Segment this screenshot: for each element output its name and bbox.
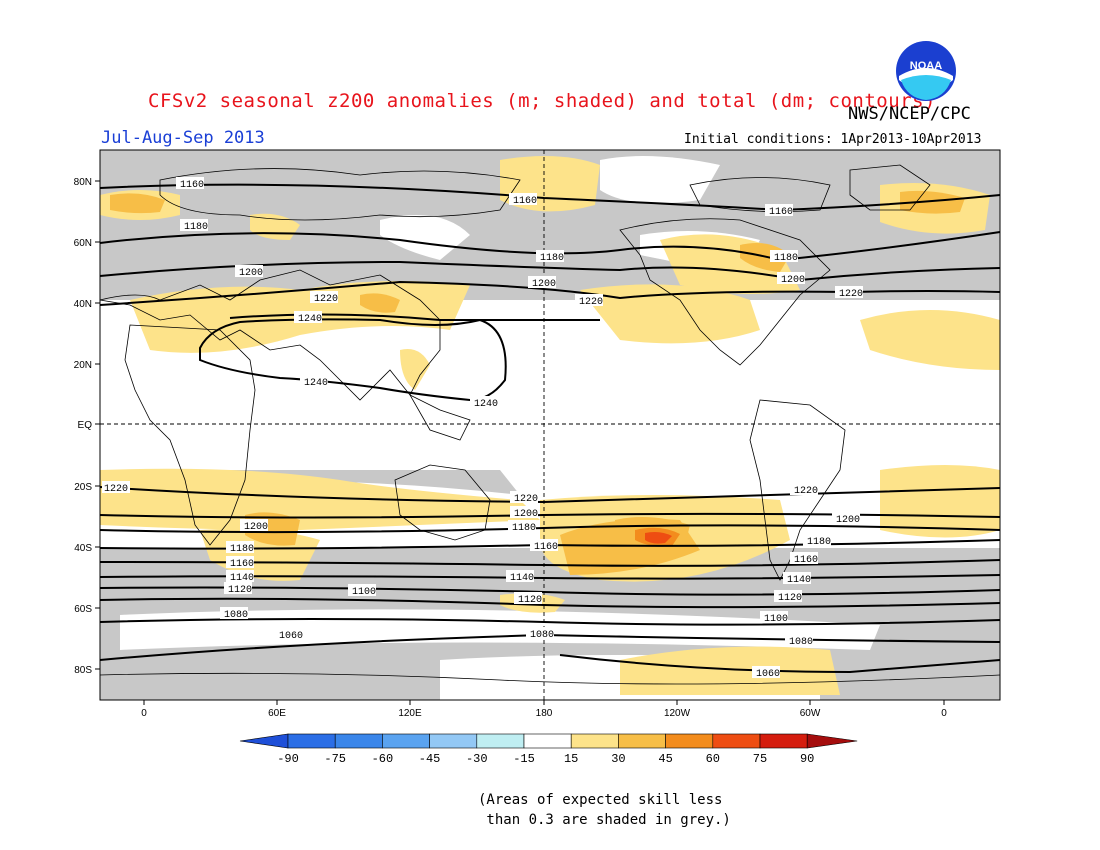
- contour-labels: 1160 1160 1160 1180 1180 1180 1200 1200 …: [102, 177, 863, 680]
- lon-label: 0: [941, 708, 947, 719]
- colorbar-arrow-right: [806, 733, 858, 749]
- lat-label: EQ: [78, 420, 93, 431]
- colorbar-tick-label: -60: [372, 752, 394, 766]
- contour-label-1200: 1200: [239, 268, 263, 279]
- contour-label-1060: 1060: [279, 631, 303, 642]
- contour-label-1080: 1080: [224, 610, 248, 621]
- contour-label-1200: 1200: [532, 279, 556, 290]
- contour-label-1140: 1140: [787, 575, 811, 586]
- contour-label-1200: 1200: [244, 522, 268, 533]
- colorbar-segment: [523, 733, 572, 749]
- axis-ticks: [95, 180, 945, 705]
- contour-label-1220: 1220: [314, 294, 338, 305]
- contour-label-1140: 1140: [230, 573, 254, 584]
- contour-label-1200: 1200: [514, 509, 538, 520]
- colorbar-tick-label: 90: [800, 752, 814, 766]
- colorbar-tick-label: 30: [611, 752, 625, 766]
- contour-label-1180: 1180: [184, 222, 208, 233]
- contour-label-1220: 1220: [579, 297, 603, 308]
- contour-label-1240: 1240: [298, 314, 322, 325]
- colorbar-segment: [429, 733, 478, 749]
- contour-label-1120: 1120: [228, 585, 252, 596]
- lat-label: 20S: [74, 482, 92, 493]
- contour-label-1140: 1140: [510, 573, 534, 584]
- contour-label-1160: 1160: [513, 196, 537, 207]
- colorbar-segment: [712, 733, 761, 749]
- contour-label-1180: 1180: [512, 523, 536, 534]
- map-frame: [99, 149, 1001, 701]
- contour-label-1120: 1120: [518, 595, 542, 606]
- positive-anomaly-15-30: [100, 156, 1000, 695]
- lon-label: 60W: [800, 708, 821, 719]
- agency-label: NWS/NCEP/CPC: [848, 104, 971, 124]
- colorbar-tick-label: 45: [658, 752, 672, 766]
- contour-label-1160: 1160: [180, 180, 204, 191]
- colorbar-tick-label: 60: [706, 752, 720, 766]
- contour-label-1220: 1220: [514, 494, 538, 505]
- initial-conditions: Initial conditions: 1Apr2013-10Apr2013: [684, 132, 982, 147]
- contour-label-1220: 1220: [794, 486, 818, 497]
- colorbar-arrow-left: [239, 733, 289, 749]
- colorbar-segment: [759, 733, 808, 749]
- contour-label-1180: 1180: [774, 253, 798, 264]
- skill-note: (Areas of expected skill less than 0.3 a…: [478, 792, 731, 828]
- contour-label-1180: 1180: [230, 544, 254, 555]
- contour-label-1220: 1220: [104, 484, 128, 495]
- colorbar-tick-label: -30: [466, 752, 488, 766]
- colorbar-segment: [618, 733, 666, 749]
- contour-label-1180: 1180: [807, 537, 831, 548]
- contour-label-1200: 1200: [836, 515, 860, 526]
- lat-label: 60N: [74, 238, 92, 249]
- colorbar-tick-label: 15: [564, 752, 578, 766]
- contour-label-1240: 1240: [304, 378, 328, 389]
- map-panel: 1160 1160 1160 1180 1180 1180 1200 1200 …: [99, 149, 1001, 701]
- longitude-labels: 0 60E 120E 180 120W 60W 0: [141, 708, 947, 719]
- colorbar-segment: [476, 733, 525, 749]
- contour-label-1240: 1240: [474, 399, 498, 410]
- color-scale-bar: -90 -75 -60 -45 -30 -15 15 30 45 60 75 90: [239, 733, 858, 766]
- contour-label-1160: 1160: [794, 555, 818, 566]
- lat-label: 80N: [74, 177, 92, 188]
- contour-label-1120: 1120: [778, 593, 802, 604]
- forecast-period: Jul-Aug-Sep 2013: [101, 128, 265, 148]
- colorbar-tick-label: -45: [419, 752, 441, 766]
- colorbar-segment: [382, 733, 430, 749]
- colorbar-segment: [287, 733, 336, 749]
- lat-label: 80S: [74, 665, 92, 676]
- contour-label-1160: 1160: [534, 542, 558, 553]
- colorbar-tick-label: 75: [753, 752, 767, 766]
- lon-label: 0: [141, 708, 147, 719]
- contour-label-1060: 1060: [756, 669, 780, 680]
- map-title: CFSv2 seasonal z200 anomalies (m; shaded…: [148, 90, 936, 112]
- colorbar-segment: [334, 733, 383, 749]
- lat-label: 40S: [74, 543, 92, 554]
- colorbar-tick-label: -75: [324, 752, 346, 766]
- lon-label: 60E: [268, 708, 286, 719]
- colorbar-segment: [570, 733, 619, 749]
- lat-label: 60S: [74, 604, 92, 615]
- lat-label: 40N: [74, 299, 92, 310]
- latitude-labels: 80N 60N 40N 20N EQ 20S 40S 60S 80S: [74, 177, 93, 676]
- contour-label-1200: 1200: [781, 275, 805, 286]
- contour-label-1100: 1100: [352, 587, 376, 598]
- noaa-logo: NOAA: [896, 41, 956, 101]
- lat-label: 20N: [74, 360, 92, 371]
- contour-label-1160: 1160: [230, 559, 254, 570]
- contour-label-1080: 1080: [789, 637, 813, 648]
- noaa-logo-text: NOAA: [910, 60, 942, 72]
- contour-label-1080: 1080: [530, 630, 554, 641]
- lon-label: 180: [536, 708, 553, 719]
- contour-label-1100: 1100: [764, 614, 788, 625]
- lon-label: 120E: [398, 708, 422, 719]
- lon-label: 120W: [664, 708, 691, 719]
- contour-label-1220: 1220: [839, 289, 863, 300]
- colorbar-segment: [665, 733, 714, 749]
- contour-label-1180: 1180: [540, 253, 564, 264]
- colorbar-tick-label: -90: [277, 752, 299, 766]
- colorbar-tick-label: -15: [513, 752, 535, 766]
- contour-label-1160: 1160: [769, 207, 793, 218]
